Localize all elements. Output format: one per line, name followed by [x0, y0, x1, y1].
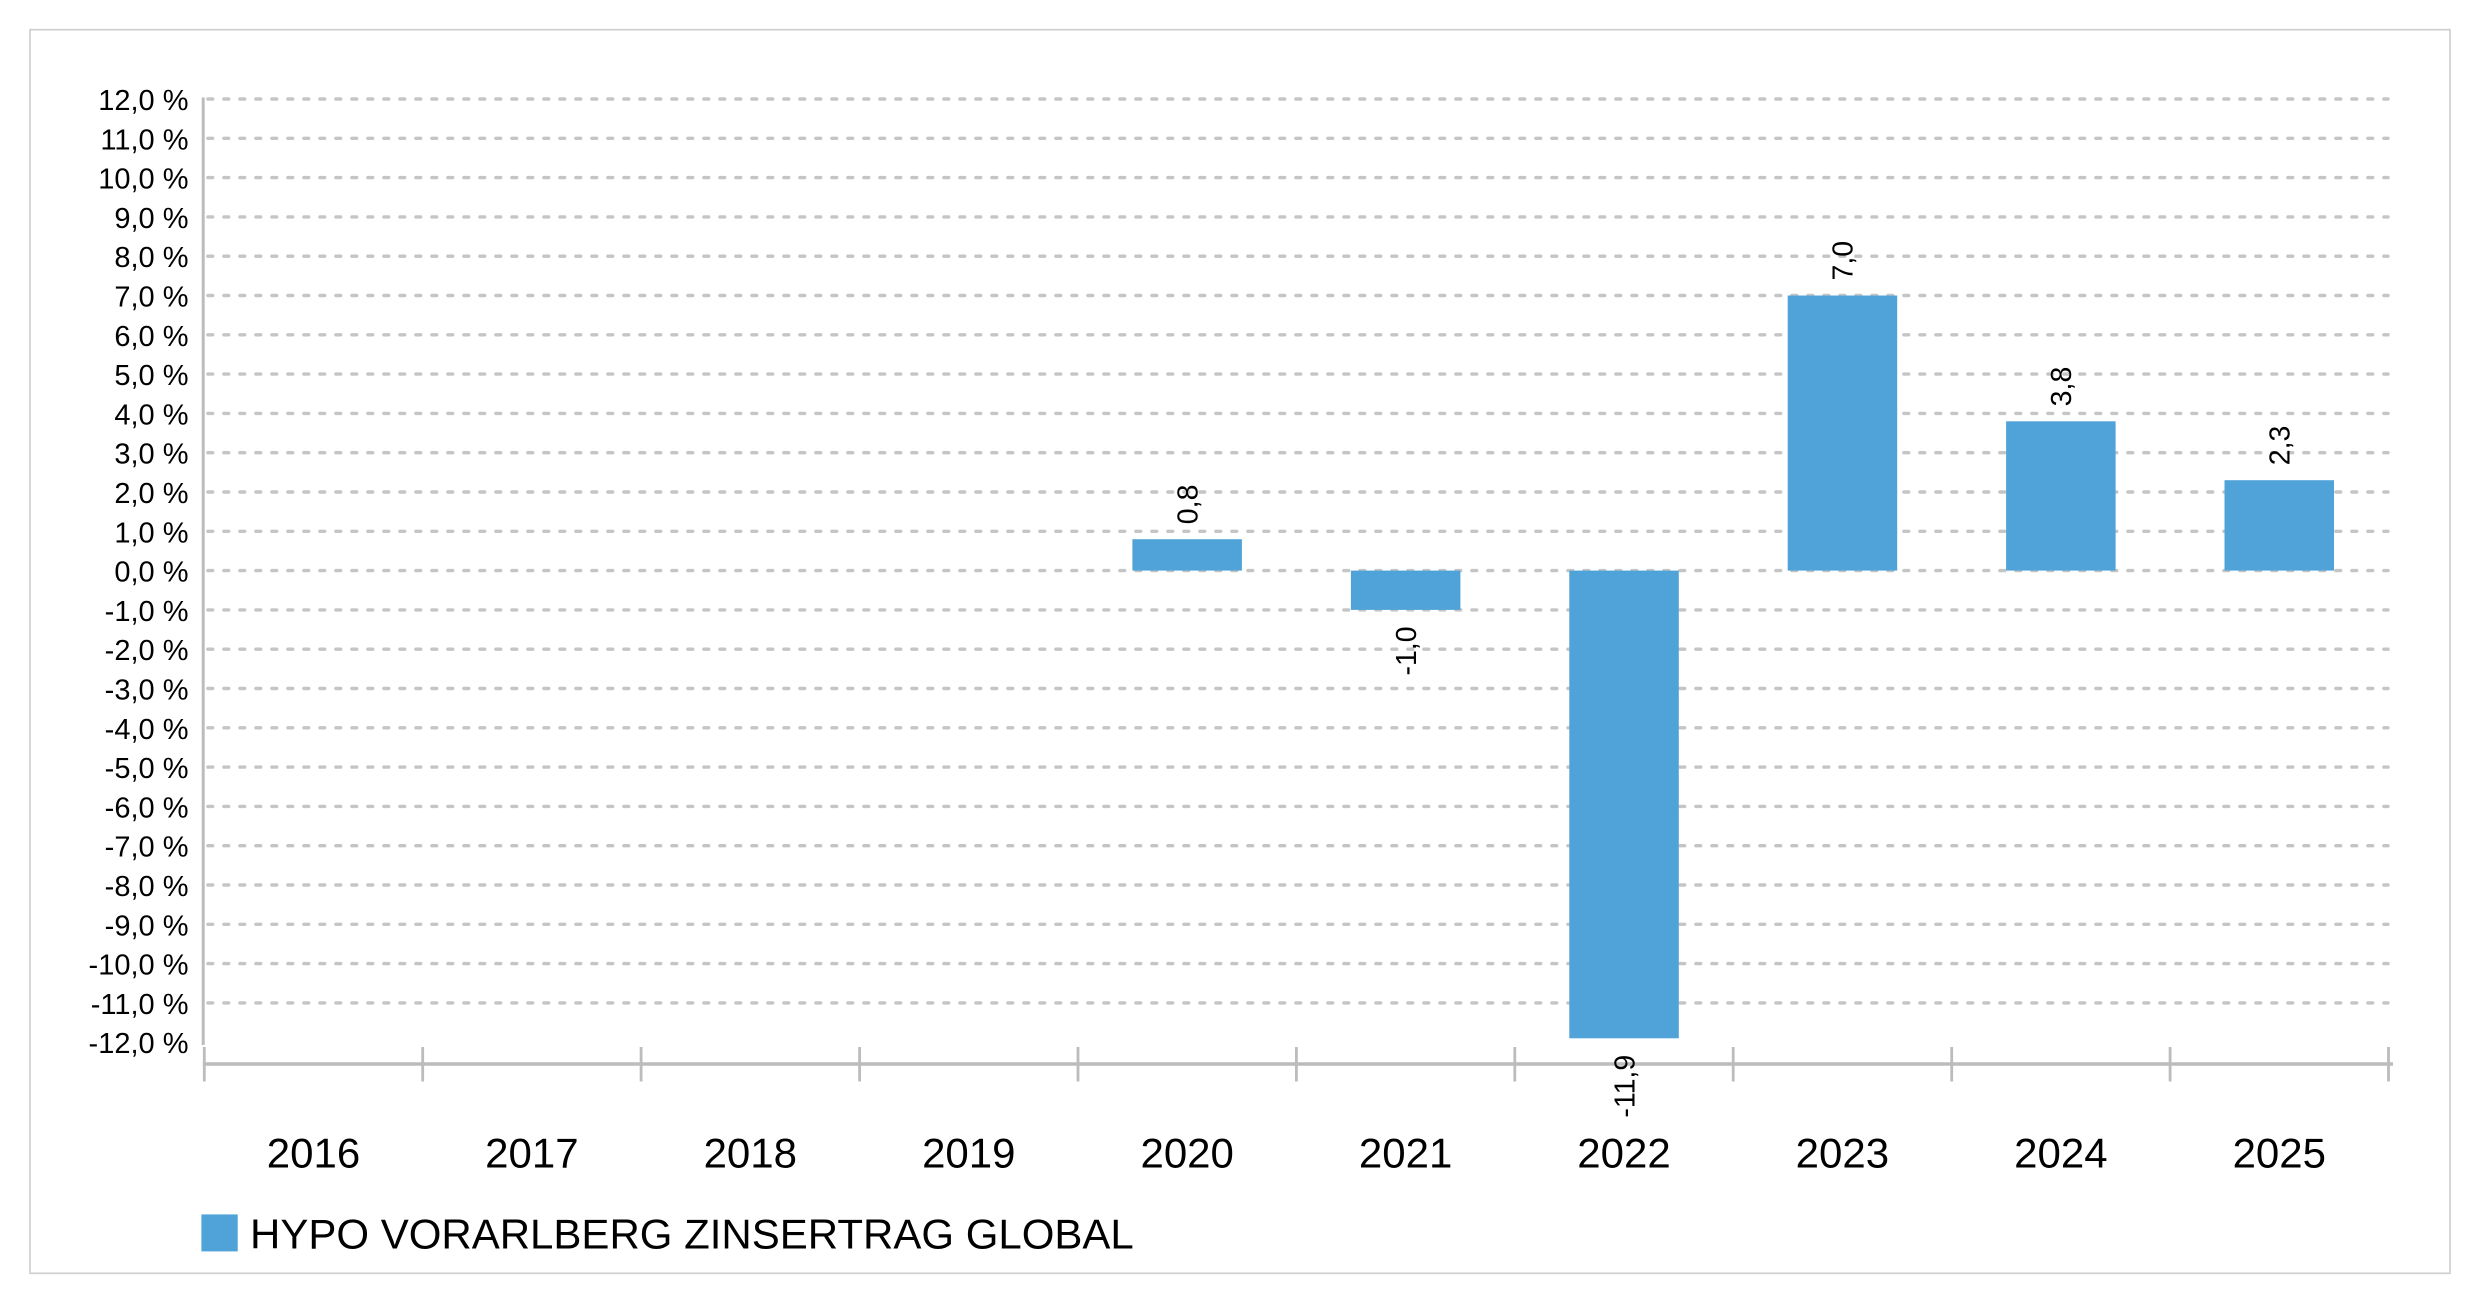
- svg-text:2,0 %: 2,0 %: [114, 478, 188, 510]
- svg-text:1,0 %: 1,0 %: [114, 517, 188, 549]
- svg-text:-1,0: -1,0: [1391, 626, 1423, 675]
- svg-text:4,0 %: 4,0 %: [114, 399, 188, 431]
- svg-text:-4,0 %: -4,0 %: [105, 714, 189, 746]
- svg-text:-2,0 %: -2,0 %: [105, 635, 189, 667]
- svg-text:-9,0 %: -9,0 %: [105, 910, 189, 942]
- svg-text:10,0 %: 10,0 %: [98, 164, 188, 196]
- svg-text:-5,0 %: -5,0 %: [105, 753, 189, 785]
- svg-text:-3,0 %: -3,0 %: [105, 675, 189, 707]
- svg-text:3,0 %: 3,0 %: [114, 439, 188, 471]
- svg-text:8,0 %: 8,0 %: [114, 242, 188, 274]
- svg-text:11,0 %: 11,0 %: [100, 124, 188, 156]
- svg-text:2020: 2020: [1140, 1130, 1233, 1177]
- svg-text:2025: 2025: [2233, 1130, 2326, 1177]
- svg-text:2021: 2021: [1359, 1130, 1452, 1177]
- svg-text:2022: 2022: [1577, 1130, 1670, 1177]
- svg-text:2016: 2016: [267, 1130, 360, 1177]
- svg-text:-1,0 %: -1,0 %: [105, 596, 189, 628]
- svg-text:-10,0 %: -10,0 %: [89, 950, 189, 982]
- svg-text:2019: 2019: [922, 1130, 1015, 1177]
- svg-text:7,0: 7,0: [1828, 241, 1860, 281]
- svg-text:-11,0 %: -11,0 %: [91, 989, 189, 1021]
- svg-text:2017: 2017: [485, 1130, 578, 1177]
- svg-text:7,0 %: 7,0 %: [114, 282, 188, 314]
- svg-text:2023: 2023: [1796, 1130, 1889, 1177]
- svg-text:9,0 %: 9,0 %: [114, 203, 188, 235]
- svg-text:2,3: 2,3: [2265, 426, 2297, 466]
- svg-text:HYPO VORARLBERG ZINSERTRAG GLO: HYPO VORARLBERG ZINSERTRAG GLOBAL: [250, 1211, 1134, 1258]
- svg-text:-7,0 %: -7,0 %: [105, 832, 189, 864]
- svg-text:3,8: 3,8: [2046, 367, 2078, 407]
- svg-text:0,8: 0,8: [1173, 485, 1205, 525]
- svg-text:0,0 %: 0,0 %: [114, 557, 188, 589]
- svg-text:-8,0 %: -8,0 %: [105, 871, 189, 903]
- svg-text:-6,0 %: -6,0 %: [105, 792, 189, 824]
- svg-text:-12,0 %: -12,0 %: [89, 1028, 189, 1060]
- svg-text:6,0 %: 6,0 %: [114, 321, 188, 353]
- svg-text:5,0 %: 5,0 %: [114, 360, 188, 392]
- svg-text:-11,9: -11,9: [1609, 1055, 1641, 1118]
- svg-text:12,0 %: 12,0 %: [98, 85, 188, 117]
- svg-text:2024: 2024: [2014, 1130, 2107, 1177]
- svg-text:2018: 2018: [704, 1130, 797, 1177]
